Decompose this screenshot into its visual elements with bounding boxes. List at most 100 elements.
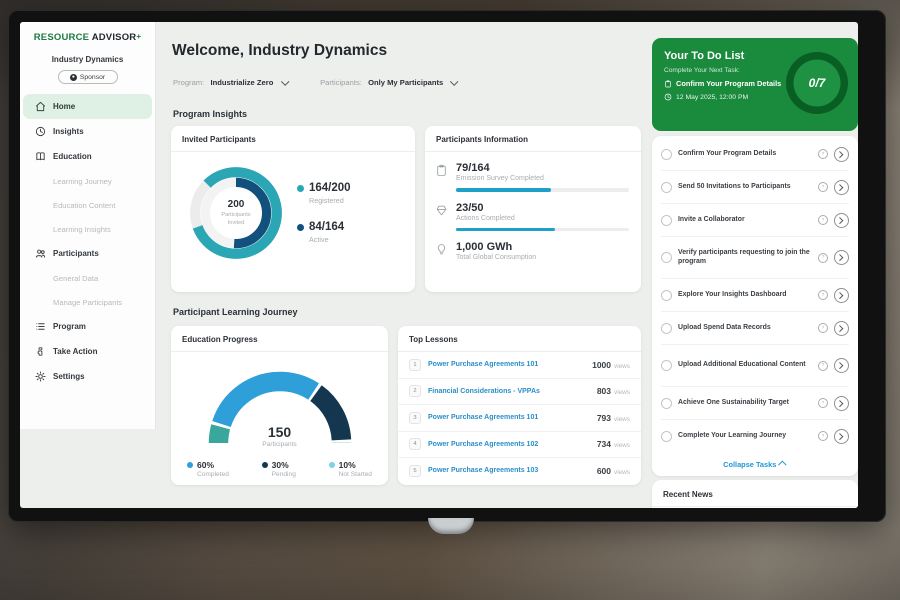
donut-center-value: 200 [227, 199, 245, 211]
registered-arc [190, 167, 282, 259]
lesson-row: 4 Power Purchase Agreements 102 734 views [398, 432, 641, 458]
monitor-frame: RESOURCE ADVISOR+ Industry Dynamics ● Sp… [8, 10, 886, 534]
sidebar-item-label: Education Content [53, 200, 116, 210]
help-icon[interactable]: ? [818, 215, 828, 225]
task-label: Verify participants requesting to join t… [678, 248, 810, 265]
task-confirm-program-details[interactable]: Confirm Your Program Details ? [661, 138, 849, 171]
sidebar-item-settings[interactable]: Settings [20, 364, 155, 389]
metric-label: Actions Completed [456, 214, 515, 222]
task-open-button[interactable] [834, 428, 849, 444]
task-label: Explore Your Insights Dashboard [678, 290, 787, 298]
insights-icon [35, 126, 46, 137]
lesson-views: 1000 [592, 359, 612, 370]
sidebar-item-label: General Data [53, 273, 99, 283]
task-verify-participants[interactable]: Verify participants requesting to join t… [661, 237, 849, 279]
sidebar-item-insights[interactable]: Insights [20, 119, 155, 144]
help-icon[interactable]: ? [818, 290, 828, 300]
sponsor-icon: ● [69, 73, 77, 81]
task-send-invitations[interactable]: Send 50 Invitations to Participants ? [661, 171, 849, 204]
sidebar-item-general-data[interactable]: General Data [20, 266, 155, 290]
legend-dot [328, 462, 335, 468]
progress-fill [456, 227, 555, 231]
recent-news-title: Recent News [652, 480, 858, 507]
lesson-link[interactable]: Power Purchase Agreements 103 [428, 467, 539, 475]
gauge-chart [208, 371, 351, 444]
lesson-link[interactable]: Power Purchase Agreements 101 [428, 361, 539, 369]
lesson-link[interactable]: Power Purchase Agreements 102 [428, 440, 539, 448]
main-content: Welcome, Industry Dynamics Program: Indu… [156, 22, 858, 508]
lesson-link[interactable]: Financial Considerations - VPPAs [428, 387, 540, 395]
gear-icon [35, 371, 46, 382]
task-checkbox[interactable] [661, 322, 672, 334]
sidebar-program-name: Industry Dynamics [51, 55, 124, 64]
lesson-row: 5 Power Purchase Agreements 103 600 views [398, 458, 641, 484]
task-checkbox[interactable] [661, 214, 672, 226]
task-upload-educational-content[interactable]: Upload Additional Educational Content ? [661, 345, 849, 387]
task-invite-collaborator[interactable]: Invite a Collaborator ? [661, 204, 849, 237]
help-icon[interactable]: ? [818, 398, 828, 408]
sidebar-item-learning-insights[interactable]: Learning Insights [20, 217, 155, 241]
help-icon[interactable]: ? [818, 360, 828, 371]
task-explore-insights[interactable]: Explore Your Insights Dashboard ? [661, 279, 849, 312]
task-checkbox[interactable] [661, 360, 672, 371]
task-checkbox[interactable] [661, 181, 672, 193]
education-progress-card: Education Progress 150 Participants [171, 326, 388, 485]
help-icon[interactable]: ? [818, 182, 828, 192]
todo-title: Your To Do List [664, 50, 745, 62]
task-open-button[interactable] [834, 146, 849, 162]
task-open-button[interactable] [834, 212, 849, 228]
collapse-tasks-link[interactable]: Collapse Tasks [661, 452, 849, 476]
task-open-button[interactable] [834, 250, 849, 265]
lesson-link[interactable]: Power Purchase Agreements 101 [428, 414, 539, 422]
card-title: Invited Participants [171, 126, 415, 152]
gauge-seg-completed [208, 371, 351, 444]
help-icon[interactable]: ? [818, 431, 828, 441]
registered-value: 164/200 [309, 182, 351, 194]
sidebar-item-learning-journey[interactable]: Learning Journey [20, 169, 155, 193]
dashboard-screen: RESOURCE ADVISOR+ Industry Dynamics ● Sp… [20, 22, 858, 508]
task-achieve-sustainability-target[interactable]: Achieve One Sustainability Target ? [661, 387, 849, 420]
sidebar-item-take-action[interactable]: Take Action [20, 339, 155, 364]
sidebar-item-label: Insights [53, 127, 84, 136]
task-open-button[interactable] [834, 395, 849, 411]
lesson-rank: 2 [409, 385, 421, 398]
sidebar-item-label: Manage Participants [53, 297, 123, 307]
todo-datetime: 12 May 2025, 12:00 PM [664, 93, 786, 101]
sidebar-item-label: Learning Insights [53, 224, 111, 234]
task-checkbox[interactable] [661, 252, 672, 263]
todo-progress-ring: 0/7 [786, 52, 848, 114]
sponsor-badge[interactable]: ● Sponsor [57, 70, 118, 84]
task-complete-learning-journey[interactable]: Complete Your Learning Journey ? [661, 420, 849, 452]
sidebar-item-program[interactable]: Program [20, 314, 155, 339]
task-upload-spend-data[interactable]: Upload Spend Data Records ? [661, 312, 849, 345]
progress-fill [456, 188, 552, 192]
program-select[interactable]: Program: Industrialize Zero [173, 76, 289, 87]
task-checkbox[interactable] [661, 397, 672, 409]
sidebar-item-education[interactable]: Education [20, 144, 155, 169]
legend-active: 84/164 Active [297, 221, 351, 244]
lesson-views: 734 [596, 439, 612, 450]
task-open-button[interactable] [834, 358, 849, 373]
sidebar-item-label: Education [53, 152, 92, 161]
sidebar-item-participants[interactable]: Participants [20, 241, 155, 266]
task-checkbox[interactable] [661, 148, 672, 160]
sidebar-item-education-content[interactable]: Education Content [20, 193, 155, 217]
education-progress-gauge: 150 Participants [205, 368, 355, 448]
progress-track [456, 188, 629, 192]
people-icon [35, 249, 46, 258]
participants-select[interactable]: Participants: Only My Participants [320, 76, 459, 87]
task-open-button[interactable] [834, 287, 849, 303]
task-open-button[interactable] [834, 320, 849, 336]
task-checkbox[interactable] [661, 430, 672, 442]
help-icon[interactable]: ? [818, 252, 828, 263]
sidebar-item-home[interactable]: Home [23, 94, 152, 119]
task-checkbox[interactable] [661, 289, 672, 301]
task-open-button[interactable] [834, 179, 849, 195]
brand-primary: RESOURCE [33, 32, 90, 43]
help-icon[interactable]: ? [818, 323, 828, 333]
lesson-rank: 3 [409, 411, 421, 424]
card-title: Education Progress [171, 326, 388, 352]
invited-participants-card: Invited Participants 200 Participants In… [171, 126, 415, 292]
help-icon[interactable]: ? [818, 149, 828, 159]
sidebar-item-manage-participants[interactable]: Manage Participants [20, 290, 155, 314]
